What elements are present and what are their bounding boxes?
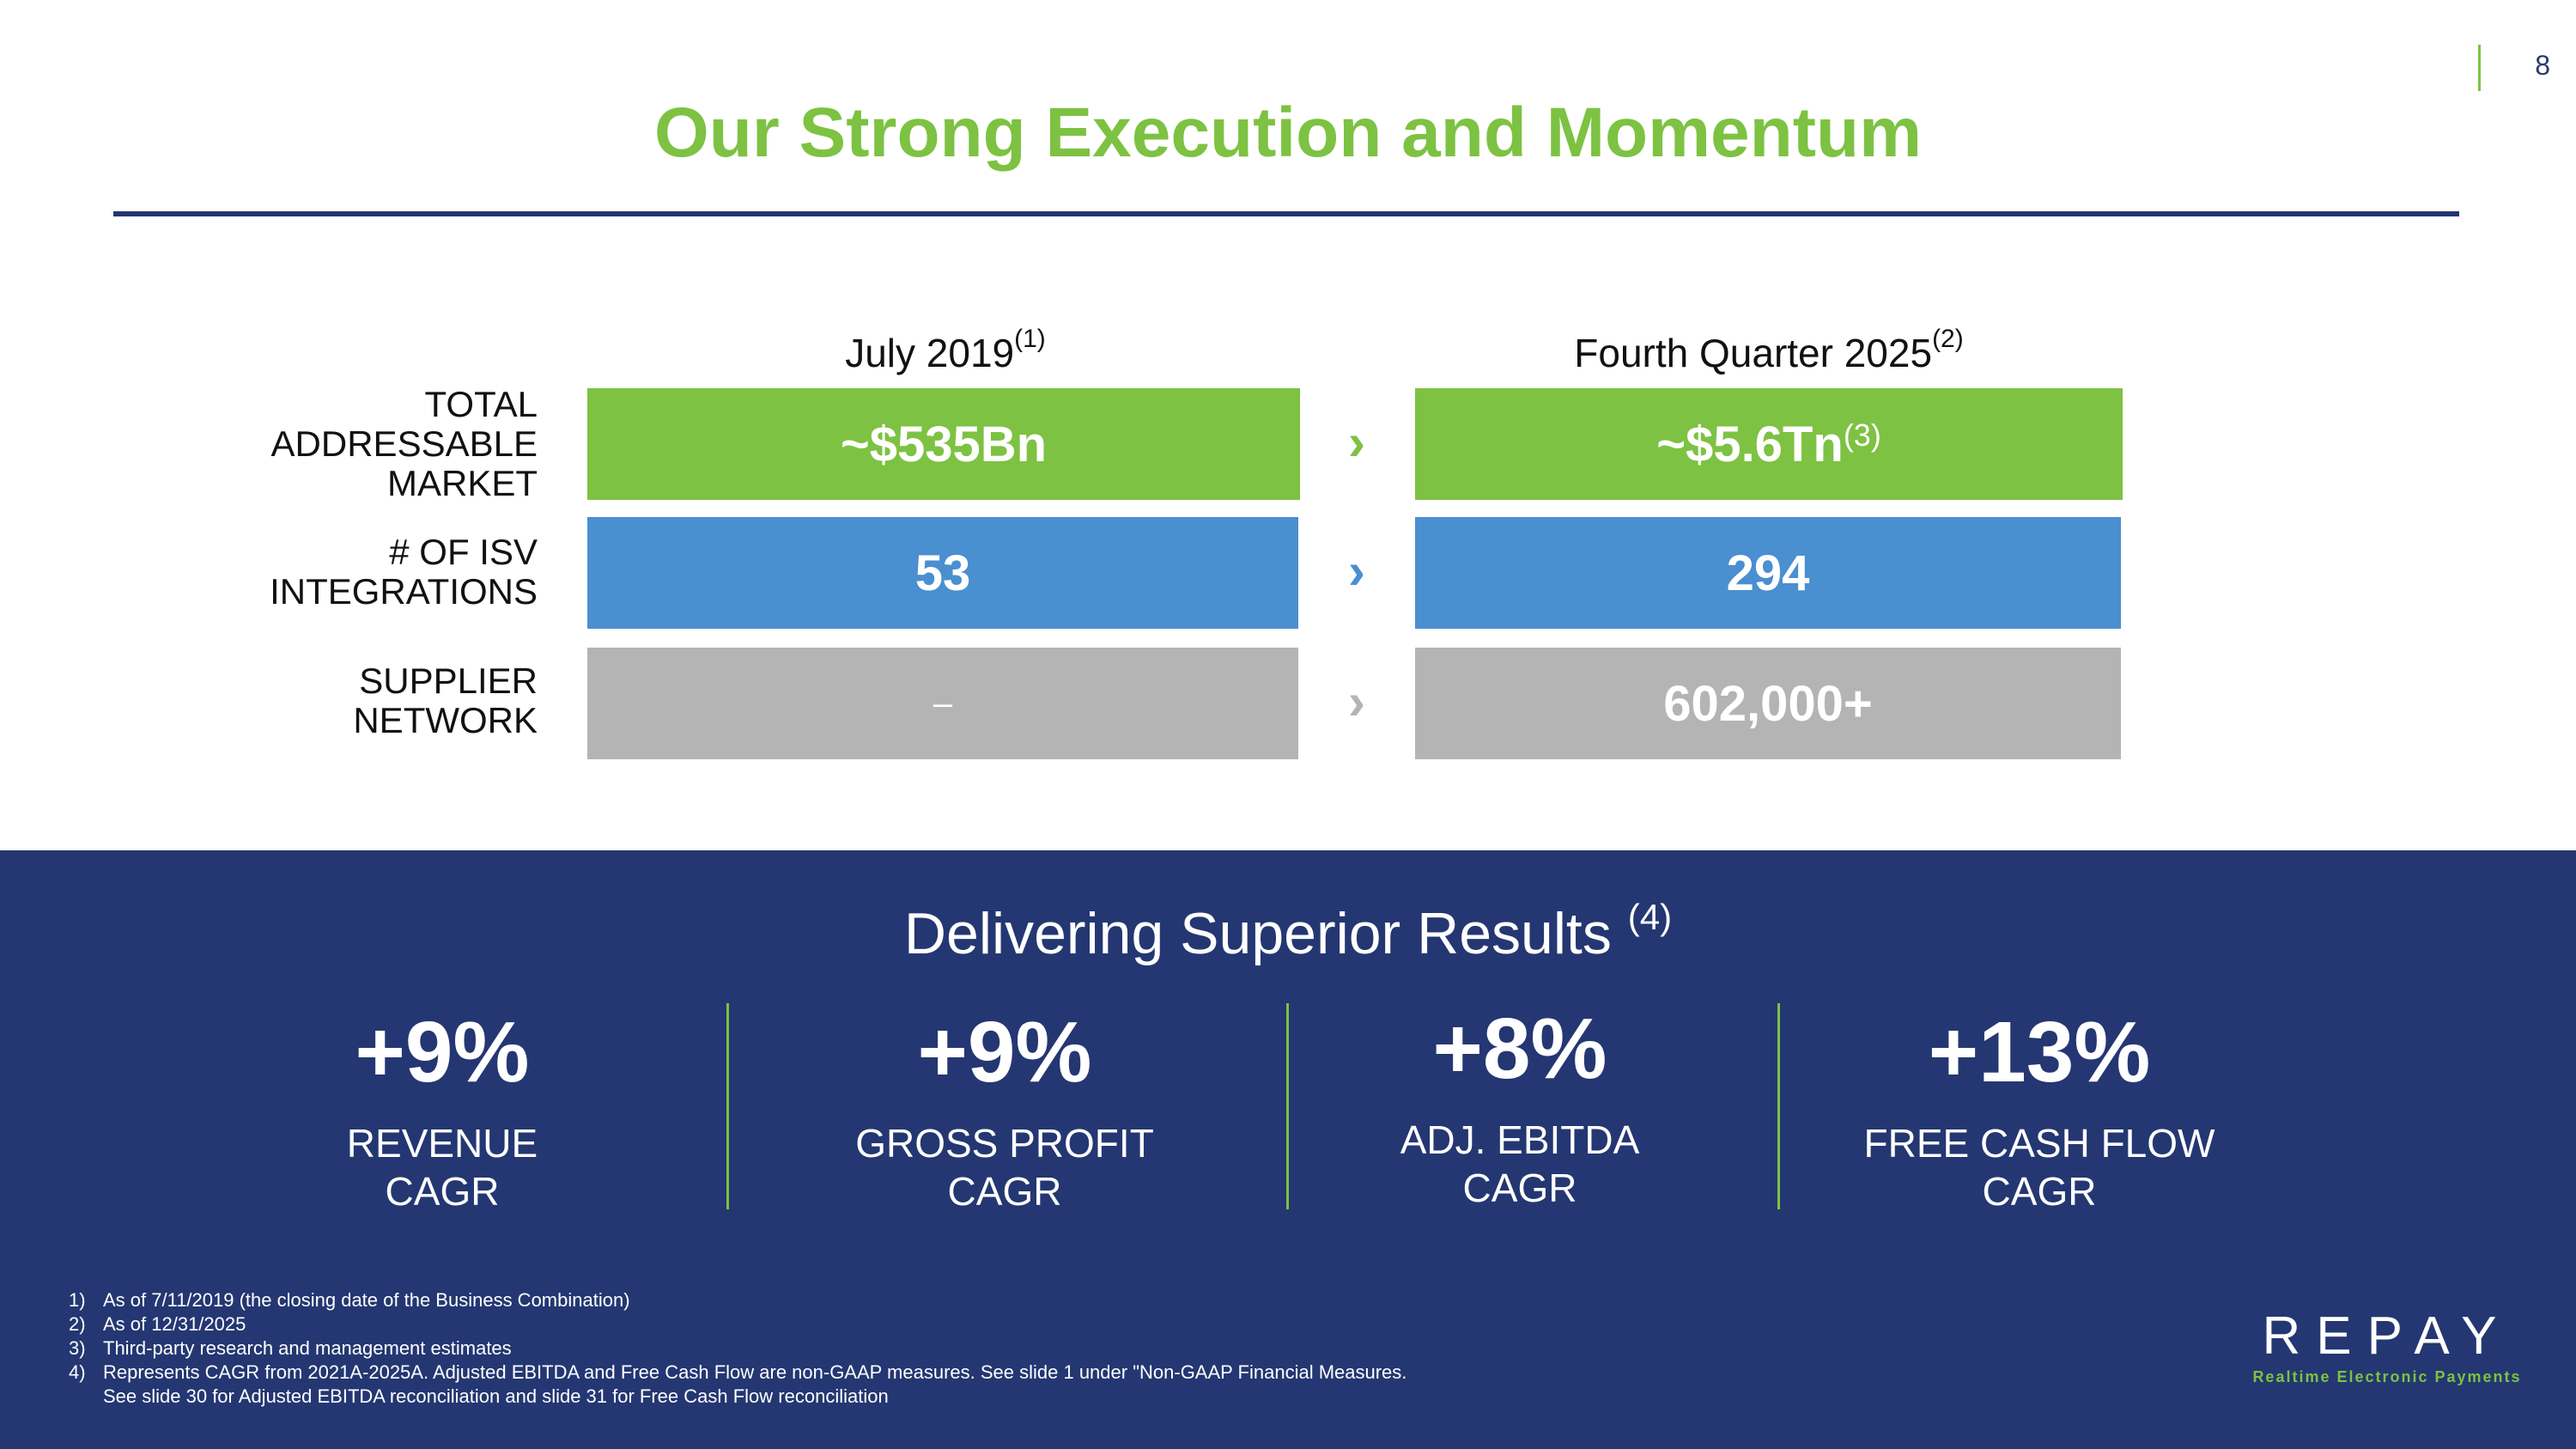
title-underline <box>113 211 2459 216</box>
tam-2025-box: ~$5.6Tn (3) <box>1415 388 2123 500</box>
metric-value: +9% <box>355 1004 530 1100</box>
repay-logo: REPAY Realtime Electronic Payments <box>2233 1306 2542 1386</box>
metric-value: +13% <box>1928 1004 2151 1100</box>
footnote: See slide 30 for Adjusted EBITDA reconci… <box>103 1385 889 1407</box>
logo-wordmark: REPAY <box>2262 1306 2512 1366</box>
tam-2019-box: ~$535Bn <box>587 388 1300 500</box>
row-label-tam: TOTAL ADDRESSABLE MARKET <box>270 384 538 503</box>
metric-adj-ebitda: +8% ADJ. EBITDA CAGR <box>1327 1000 1713 1212</box>
supplier-2025-box: 602,000+ <box>1415 648 2121 759</box>
footnote: 2) As of 12/31/2025 <box>69 1313 246 1335</box>
metric-label: REVENUE CAGR <box>346 1121 538 1214</box>
metric-label: FREE CASH FLOW CAGR <box>1863 1121 2215 1214</box>
results-title: Delivering Superior Results (4) <box>903 897 1673 966</box>
metric-label: GROSS PROFIT CAGR <box>855 1121 1154 1214</box>
supplier-2019-box: – <box>587 648 1298 759</box>
footnotes: 1) As of 7/11/2019 (the closing date of t… <box>69 1288 1406 1409</box>
supplier-chevron-icon: › <box>1348 673 1365 730</box>
metric-divider <box>1777 1003 1780 1209</box>
row-label-isv: # OF ISV INTEGRATIONS <box>270 532 538 612</box>
metric-divider <box>1286 1003 1289 1209</box>
footnote: 4) Represents CAGR from 2021A-2025A. Adju… <box>69 1361 1407 1383</box>
column-header-july-2019: July 2019(1) <box>845 325 1046 375</box>
logo-tagline: Realtime Electronic Payments <box>2252 1368 2522 1385</box>
metric-label: ADJ. EBITDA CAGR <box>1400 1117 1640 1210</box>
metric-divider <box>726 1003 729 1209</box>
row-label-supplier: SUPPLIER NETWORK <box>353 661 538 740</box>
isv-2019-box: 53 <box>587 517 1298 629</box>
slide-number-divider <box>2478 45 2481 91</box>
footnote: 3) Third-party research and management es… <box>69 1337 512 1359</box>
slide-number: 8 <box>2535 50 2550 81</box>
slide-title: Our Strong Execution and Momentum <box>653 94 1923 172</box>
isv-chevron-icon: › <box>1348 542 1365 600</box>
metric-value: +8% <box>1432 1001 1607 1097</box>
footnote: 1) As of 7/11/2019 (the closing date of t… <box>69 1289 630 1311</box>
tam-chevron-icon: › <box>1348 413 1365 471</box>
isv-2025-box: 294 <box>1415 517 2121 629</box>
metric-revenue: +9% REVENUE CAGR <box>249 1003 635 1215</box>
metric-gross-profit: +9% GROSS PROFIT CAGR <box>811 1003 1198 1215</box>
metric-free-cash-flow: +13% FREE CASH FLOW CAGR <box>1825 1003 2254 1215</box>
column-header-q4-2025: Fourth Quarter 2025(2) <box>1574 325 1964 375</box>
metric-value: +9% <box>917 1004 1092 1100</box>
